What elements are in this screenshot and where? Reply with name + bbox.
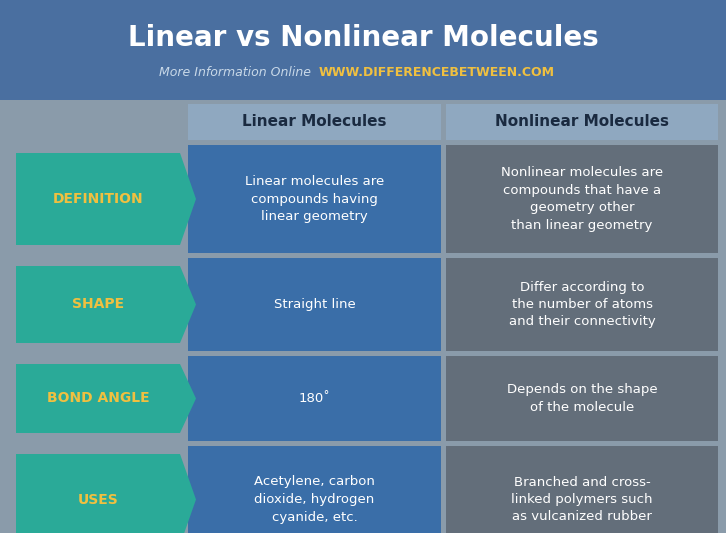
FancyBboxPatch shape — [188, 356, 441, 441]
Polygon shape — [16, 153, 196, 245]
FancyBboxPatch shape — [446, 104, 718, 140]
FancyBboxPatch shape — [446, 145, 718, 253]
Text: Depends on the shape
of the molecule: Depends on the shape of the molecule — [507, 383, 657, 414]
Text: Straight line: Straight line — [274, 298, 355, 311]
Text: USES: USES — [78, 492, 118, 506]
Text: 180˚: 180˚ — [298, 392, 330, 405]
Text: WWW.DIFFERENCEBETWEEN.COM: WWW.DIFFERENCEBETWEEN.COM — [319, 66, 555, 78]
Text: Acetylene, carbon
dioxide, hydrogen
cyanide, etc.: Acetylene, carbon dioxide, hydrogen cyan… — [254, 475, 375, 523]
FancyBboxPatch shape — [0, 0, 726, 100]
Text: Nonlinear molecules are
compounds that have a
geometry other
than linear geometr: Nonlinear molecules are compounds that h… — [501, 166, 663, 232]
Text: Linear vs Nonlinear Molecules: Linear vs Nonlinear Molecules — [128, 24, 598, 52]
FancyBboxPatch shape — [188, 145, 441, 253]
Text: DEFINITION: DEFINITION — [53, 192, 143, 206]
FancyBboxPatch shape — [446, 446, 718, 533]
Text: Differ according to
the number of atoms
and their connectivity: Differ according to the number of atoms … — [509, 280, 656, 328]
Text: Branched and cross-
linked polymers such
as vulcanized rubber: Branched and cross- linked polymers such… — [511, 475, 653, 523]
Polygon shape — [16, 454, 196, 533]
Text: SHAPE: SHAPE — [72, 297, 124, 311]
FancyBboxPatch shape — [188, 104, 441, 140]
Polygon shape — [16, 266, 196, 343]
FancyBboxPatch shape — [446, 258, 718, 351]
Text: More Information Online: More Information Online — [159, 66, 311, 78]
Text: Linear molecules are
compounds having
linear geometry: Linear molecules are compounds having li… — [245, 175, 384, 223]
Text: Linear Molecules: Linear Molecules — [242, 115, 387, 130]
FancyBboxPatch shape — [188, 446, 441, 533]
Text: Nonlinear Molecules: Nonlinear Molecules — [495, 115, 669, 130]
Text: BOND ANGLE: BOND ANGLE — [46, 392, 150, 406]
FancyBboxPatch shape — [188, 258, 441, 351]
FancyBboxPatch shape — [446, 356, 718, 441]
Polygon shape — [16, 364, 196, 433]
